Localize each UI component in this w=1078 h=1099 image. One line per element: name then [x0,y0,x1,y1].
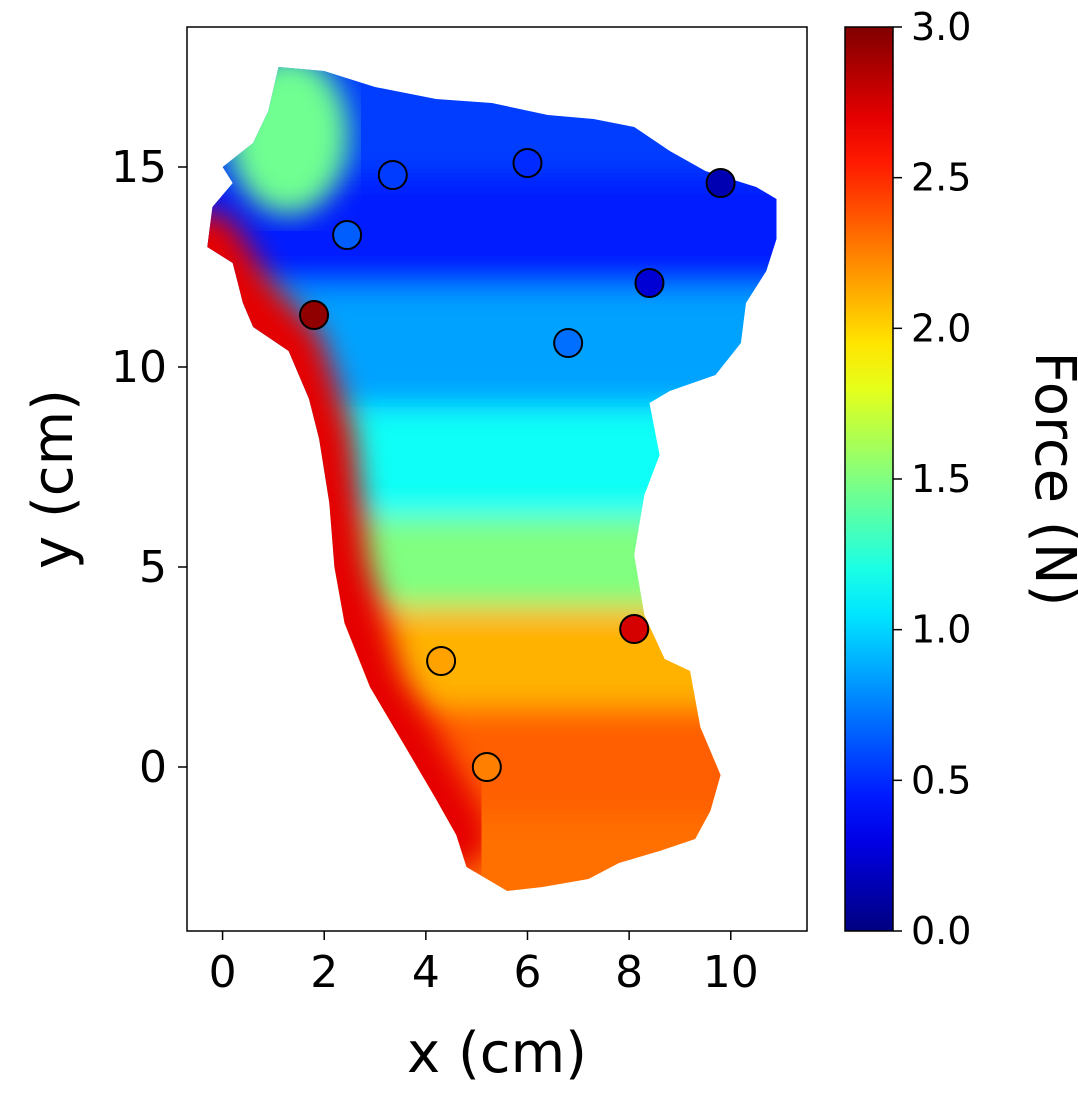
y-tick-label: 10 [111,342,167,393]
y-tick-label: 5 [139,542,167,593]
x-axis-label: x (cm) [407,1021,587,1086]
colorbar-tick-label: 2.0 [911,306,971,350]
sensor-points [299,148,736,782]
x-tick-label: 2 [310,947,338,998]
data-point [299,300,330,330]
x-tick-label: 4 [412,947,440,998]
colorbar-tick-label: 1.5 [911,457,971,501]
data-point [634,268,665,298]
colorbar-tick-label: 1.0 [911,608,971,652]
y-tick-label: 0 [139,742,167,793]
colorbar [844,26,894,932]
y-axis: 0 5 10 15 [111,142,187,793]
colorbar-tick-label: 0.0 [911,909,971,953]
data-point [332,220,363,250]
x-tick-label: 10 [703,947,759,998]
data-point [377,160,408,190]
colorbar-label: Force (N) [1022,352,1078,607]
x-tick-label: 8 [615,947,643,998]
x-tick-label: 0 [209,947,237,998]
data-point [471,752,502,782]
colorbar-ticks: 0.0 0.5 1.0 1.5 2.0 2.5 3.0 [893,5,971,953]
data-point [553,328,584,358]
x-axis: 0 2 4 6 8 10 [209,931,759,998]
colorbar-tick-label: 0.5 [911,758,971,802]
colorbar-tick-label: 2.5 [911,156,971,200]
colorbar-tick-label: 3.0 [911,5,971,49]
y-tick-label: 15 [111,142,167,193]
data-point [512,148,543,178]
x-tick-label: 6 [513,947,541,998]
data-point [619,614,650,644]
y-axis-label: y (cm) [21,389,86,569]
data-point [705,168,736,198]
data-point [426,646,457,676]
